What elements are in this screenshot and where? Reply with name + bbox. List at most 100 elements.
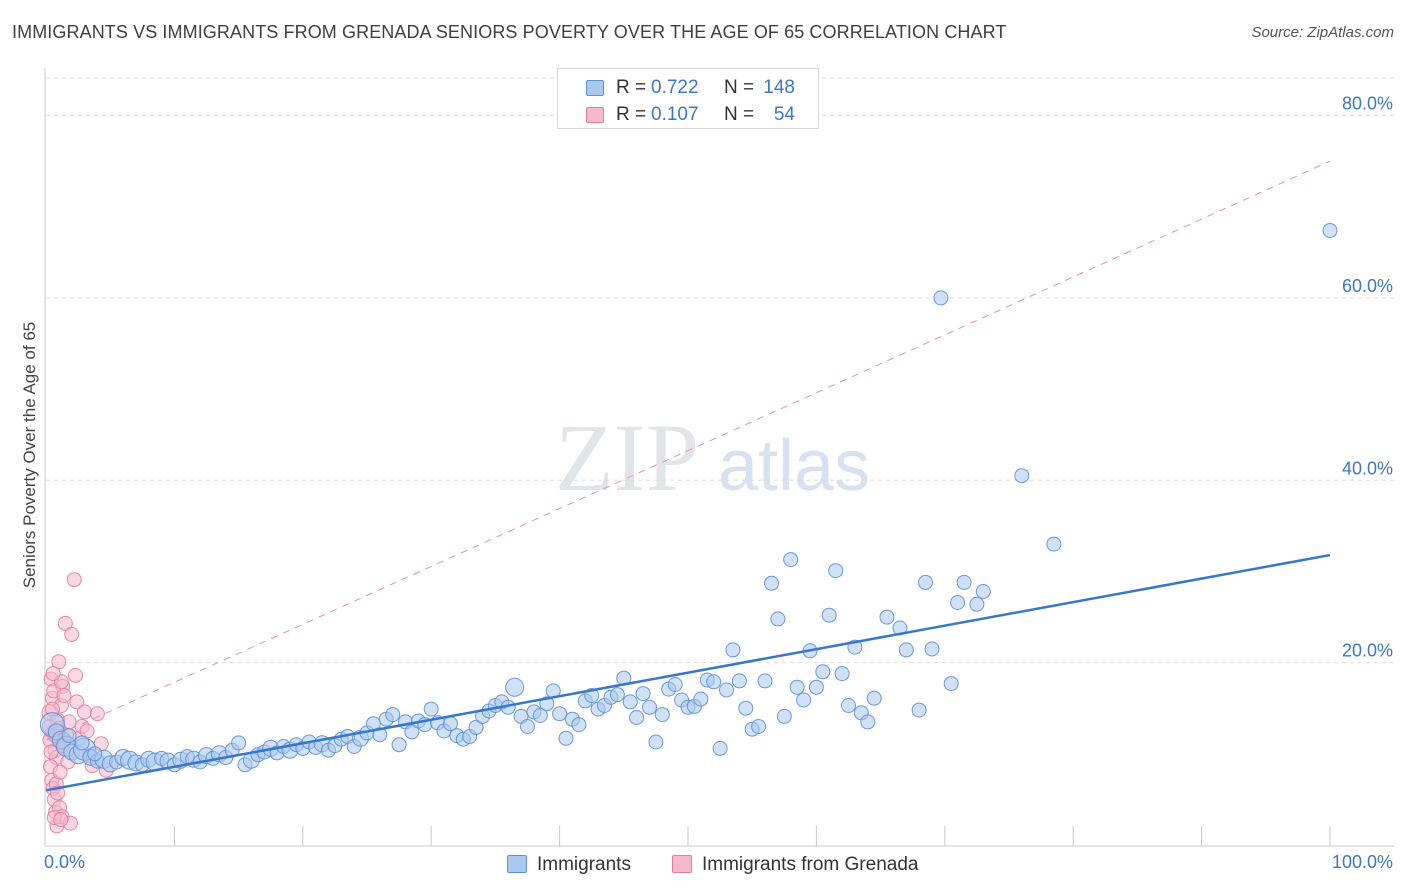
immigrants-point-102 xyxy=(693,691,709,707)
n-value: 54 xyxy=(773,104,795,125)
immigrants-point-109 xyxy=(738,700,754,716)
immigrants-point-137 xyxy=(950,595,966,610)
watermark-atlas: atlas xyxy=(718,426,870,506)
immigrants-point-67 xyxy=(468,719,484,735)
grenada-point-33 xyxy=(89,706,105,722)
watermark-zip: ZIP xyxy=(555,404,699,511)
immigrants-point-81 xyxy=(558,730,574,746)
immigrants-point-136 xyxy=(943,676,959,692)
x-tick-label-max: 100.0% xyxy=(1331,852,1393,872)
immigrants-point-93 xyxy=(635,686,651,702)
legend-swatch-blue xyxy=(507,855,527,873)
legend-item-grenada[interactable]: Immigrants from Grenada xyxy=(672,853,918,877)
immigrants-point-132 xyxy=(898,642,914,658)
immigrants-point-142 xyxy=(1014,468,1030,484)
y-tick-label-60: 60.0% xyxy=(1342,276,1393,296)
grenada-point-44 xyxy=(52,764,68,780)
immigrants-point-147 xyxy=(87,746,103,762)
immigrants-point-54 xyxy=(385,707,401,723)
immigrants-point-141 xyxy=(933,290,949,306)
grenada-points xyxy=(41,572,114,834)
immigrants-point-133 xyxy=(911,702,927,718)
stats-row-grenada: R = 0.107 N = 54 xyxy=(558,101,818,128)
trendlines xyxy=(45,160,1331,792)
stats-swatch-blue xyxy=(586,80,604,96)
r-label: R = xyxy=(616,104,647,125)
immigrants-point-135 xyxy=(924,641,940,657)
immigrants-point-30 xyxy=(231,735,247,751)
r-label: R = xyxy=(616,77,647,98)
immigrants-point-112 xyxy=(757,673,773,689)
grenada-point-24 xyxy=(66,572,82,588)
grenada-point-20 xyxy=(57,615,73,631)
immigrants-point-75 xyxy=(520,719,535,734)
immigrants-point-83 xyxy=(571,717,587,733)
y-tick-label-20: 20.0% xyxy=(1342,641,1393,661)
x-tick-label-min: 0.0% xyxy=(44,852,86,872)
immigrants-point-107 xyxy=(725,642,741,658)
immigrants-point-120 xyxy=(808,679,824,695)
legend: Immigrants Immigrants from Grenada xyxy=(0,853,1406,877)
legend-label: Immigrants from Grenada xyxy=(702,854,919,875)
y-tick-labels: 20.0% 40.0% 60.0% 80.0% xyxy=(1342,94,1393,661)
immigrants-point-134 xyxy=(918,574,933,590)
r-value: 0.107 xyxy=(651,104,699,125)
immigrants-point-130 xyxy=(879,609,895,625)
immigrants-point-118 xyxy=(796,692,812,708)
y-tick-label-40: 40.0% xyxy=(1342,458,1393,478)
immigrants-point-115 xyxy=(776,708,792,724)
immigrants-point-121 xyxy=(815,664,831,680)
immigrants-point-124 xyxy=(834,666,850,682)
immigrants-point-117 xyxy=(789,679,805,695)
legend-label: Immigrants xyxy=(537,854,631,875)
source-label: Source: ZipAtlas.com xyxy=(1251,24,1394,41)
n-label: N = xyxy=(724,77,755,98)
legend-item-immigrants[interactable]: Immigrants xyxy=(507,853,631,877)
immigrants-points xyxy=(39,223,1338,773)
immigrants-point-92 xyxy=(629,709,645,725)
immigrants-point-139 xyxy=(969,596,985,612)
immigrants-point-94 xyxy=(642,699,657,715)
chart-title: IMMIGRANTS VS IMMIGRANTS FROM GRENADA SE… xyxy=(12,22,1007,42)
immigrants-point-128 xyxy=(860,714,876,730)
immigrants-point-95 xyxy=(648,734,664,750)
legend-swatch-pink xyxy=(672,855,692,873)
immigrants-point-52 xyxy=(372,727,388,743)
immigrants-point-73 xyxy=(505,677,525,697)
y-axis-label: Seniors Poverty Over the Age of 65 xyxy=(20,321,39,589)
immigrants-point-60 xyxy=(423,701,439,717)
grenada-point-53 xyxy=(53,812,69,827)
immigrants-point-143 xyxy=(1046,536,1062,552)
r-value: 0.722 xyxy=(651,77,699,98)
grenada-point-51 xyxy=(45,666,61,682)
grenada-point-50 xyxy=(56,688,72,703)
grenada-point-23 xyxy=(64,626,80,642)
y-tick-label-80: 80.0% xyxy=(1342,94,1393,114)
n-value: 148 xyxy=(763,77,795,98)
immigrants-point-116 xyxy=(783,552,799,568)
immigrants-point-146 xyxy=(74,735,90,751)
immigrants-point-144 xyxy=(1322,223,1338,238)
immigrants-point-140 xyxy=(975,584,991,599)
immigrants-point-138 xyxy=(956,574,972,590)
immigrants-point-105 xyxy=(712,740,728,756)
immigrants-point-125 xyxy=(841,698,856,713)
grenada-trendline xyxy=(45,160,1331,741)
stats-swatch-pink xyxy=(586,107,604,123)
immigrants-point-57 xyxy=(404,724,420,740)
immigrants-point-113 xyxy=(764,575,779,591)
immigrants-point-145 xyxy=(61,728,77,744)
immigrants-point-77 xyxy=(532,708,548,723)
immigrants-point-106 xyxy=(719,682,734,698)
grenada-point-48 xyxy=(51,654,67,670)
immigrants-trendline xyxy=(45,553,1331,792)
stats-box: R = 0.722 N = 148 R = 0.107 N = 54 xyxy=(557,68,819,129)
immigrants-point-114 xyxy=(770,611,786,627)
immigrants-point-96 xyxy=(654,707,670,723)
grid-layer xyxy=(46,77,1394,664)
immigrants-point-122 xyxy=(821,607,837,623)
immigrants-point-111 xyxy=(751,719,767,734)
immigrants-point-108 xyxy=(731,673,747,689)
immigrants-point-89 xyxy=(609,687,625,703)
